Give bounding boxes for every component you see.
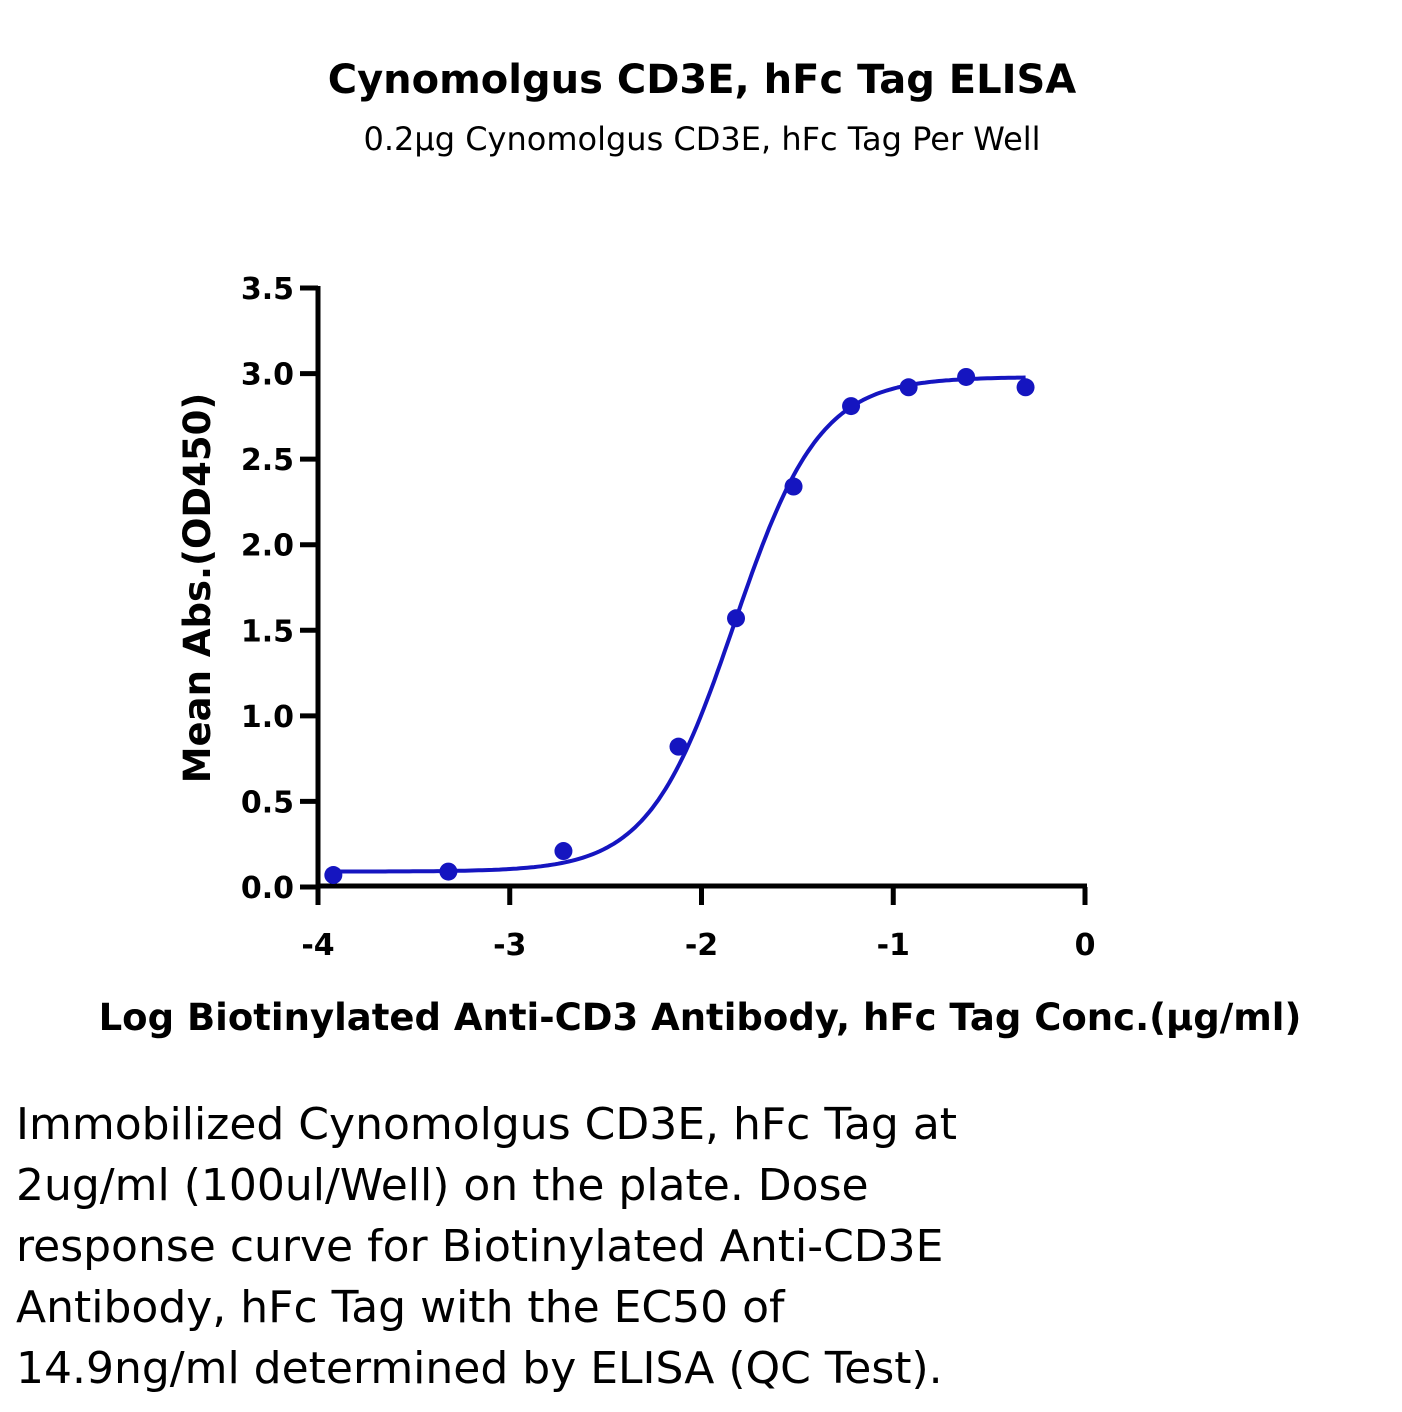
x-axis-title: Log Biotinylated Anti-CD3 Antibody, hFc … [99, 996, 1302, 1039]
data-points [324, 367, 1035, 885]
data-point-3 [669, 737, 688, 756]
y-tick-label-7: 3.5 [241, 272, 294, 307]
data-point-9 [1016, 378, 1035, 397]
figure-caption: Immobilized Cynomolgus CD3E, hFc Tag at … [16, 1099, 958, 1394]
data-point-6 [842, 397, 861, 416]
y-tick-label-1: 0.5 [241, 785, 294, 820]
y-tick-label-0: 0.0 [241, 871, 294, 906]
data-point-5 [784, 477, 803, 496]
axes [315, 286, 1087, 889]
x-tick-label-1: -3 [493, 928, 526, 963]
data-point-4 [727, 609, 746, 628]
data-point-1 [439, 862, 458, 881]
x-tick-label-4: 0 [1075, 928, 1096, 963]
ticks [300, 285, 1088, 905]
y-tick-label-3: 1.5 [241, 614, 294, 649]
data-point-0 [324, 866, 343, 885]
data-point-7 [899, 378, 918, 397]
y-axis-title: Mean Abs.(OD450) [176, 393, 219, 784]
y-tick-label-6: 3.0 [241, 358, 294, 393]
chart-subtitle: 0.2μg Cynomolgus CD3E, hFc Tag Per Well [363, 120, 1040, 158]
y-tick-label-5: 2.5 [241, 443, 294, 478]
data-point-8 [957, 367, 976, 386]
x-tick-label-2: -2 [685, 928, 718, 963]
x-tick-label-0: -4 [301, 928, 334, 963]
fit-curve [333, 375, 1026, 874]
data-point-2 [554, 842, 573, 861]
y-tick-label-2: 1.0 [241, 700, 294, 735]
y-tick-label-4: 2.0 [241, 529, 294, 564]
tick-labels: 0.0 0.5 1.0 1.5 2.0 2.5 3.0 3.5 -4 -3 -2 -1 0 [241, 272, 1096, 963]
chart-title: Cynomolgus CD3E, hFc Tag ELISA [328, 57, 1077, 103]
x-tick-label-3: -1 [877, 928, 910, 963]
